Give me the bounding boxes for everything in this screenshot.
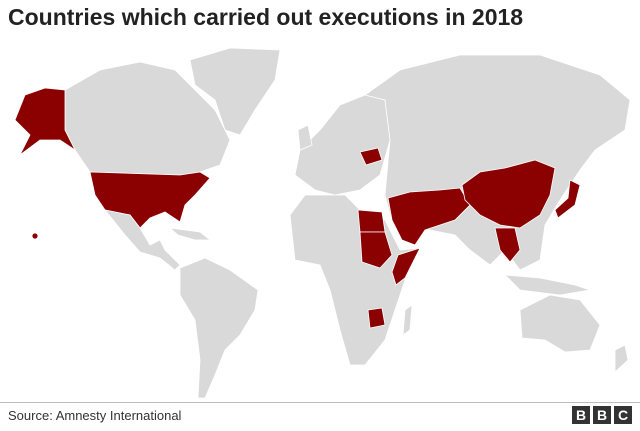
alaska	[14, 87, 77, 156]
world-map	[14, 47, 631, 399]
sudan	[359, 231, 393, 269]
vietnam	[494, 227, 521, 263]
somalia	[391, 247, 421, 286]
title: Countries which carried out executions i…	[8, 4, 524, 30]
japan	[554, 179, 581, 219]
uk	[297, 124, 313, 151]
indonesia	[503, 274, 591, 296]
logo-letter: C	[614, 406, 632, 424]
australia	[519, 294, 601, 353]
madagascar	[402, 304, 413, 336]
africa	[289, 194, 421, 366]
footer-rule	[0, 402, 640, 403]
source: Source: Amnesty International	[8, 408, 182, 423]
new-zealand	[614, 344, 629, 373]
mexico	[104, 209, 181, 271]
canada	[64, 61, 231, 176]
egypt	[357, 209, 386, 233]
botswana	[367, 307, 386, 329]
usa	[89, 171, 211, 229]
middle-east	[387, 187, 471, 246]
logo-letter: B	[593, 406, 611, 424]
caribbean	[168, 227, 212, 241]
bbc-logo: B B C	[572, 406, 632, 424]
logo-letter: B	[572, 406, 590, 424]
belarus	[359, 147, 383, 166]
china	[461, 159, 556, 229]
hawaii	[31, 232, 39, 240]
greenland	[189, 47, 281, 136]
south-america	[179, 257, 259, 399]
